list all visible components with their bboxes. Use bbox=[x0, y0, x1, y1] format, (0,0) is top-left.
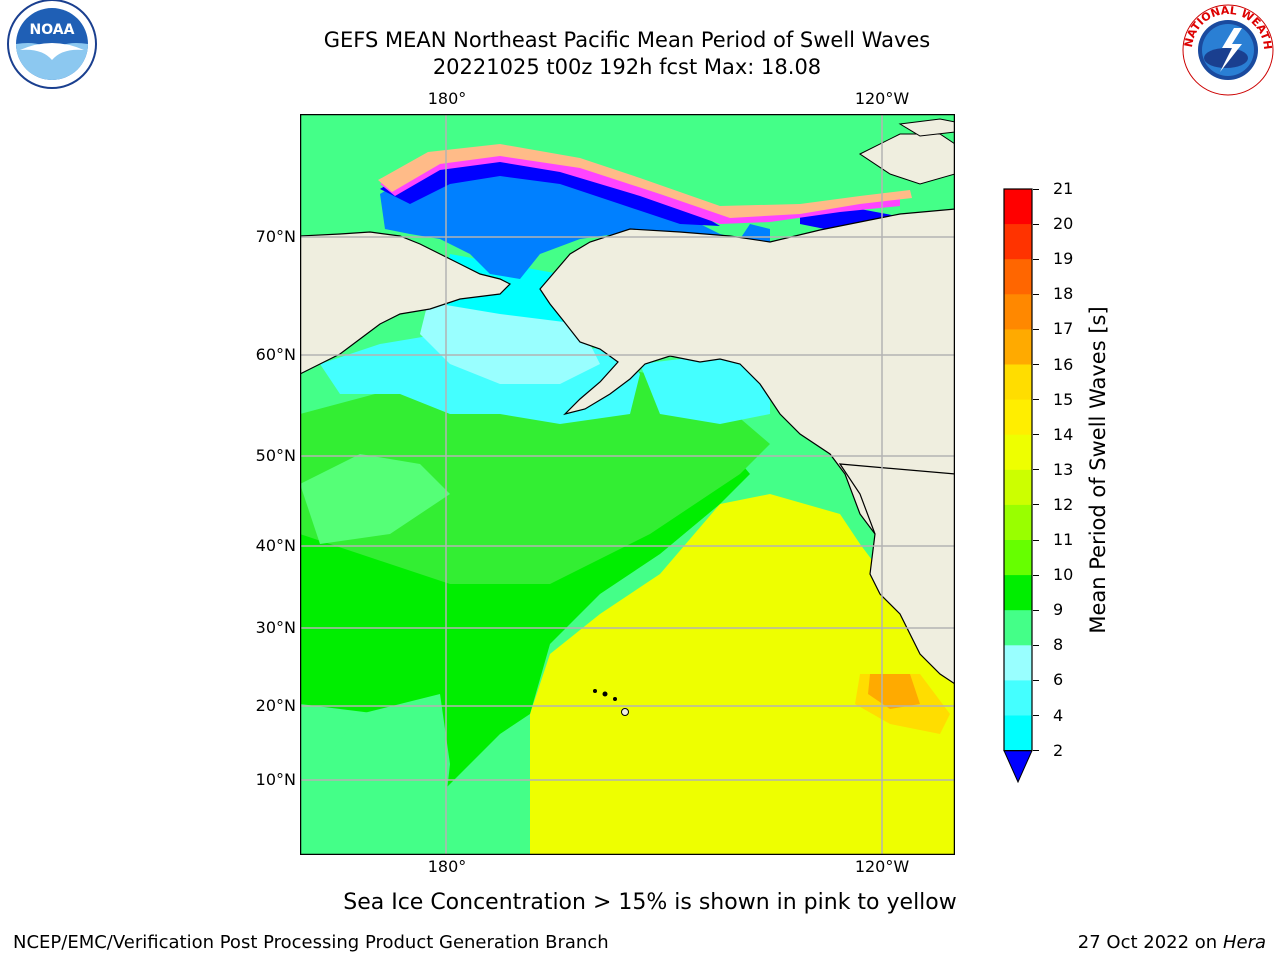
noaa-logo: NOAA bbox=[2, 0, 102, 100]
colorbar-swatch bbox=[1004, 680, 1032, 716]
colorbar-tick-mark bbox=[1033, 399, 1039, 401]
colorbar-tick-mark bbox=[1033, 434, 1039, 436]
colorbar-swatch bbox=[1004, 715, 1032, 752]
colorbar-swatch bbox=[1004, 399, 1032, 436]
colorbar-swatch bbox=[1004, 610, 1032, 646]
colorbar-tick-label: 4 bbox=[1053, 705, 1064, 725]
map-panel bbox=[300, 114, 955, 855]
colorbar-tick-label: 20 bbox=[1053, 214, 1074, 234]
colorbar-tick-label: 14 bbox=[1053, 424, 1074, 444]
chart-title-line2: 20221025 t00z 192h fcst Max: 18.08 bbox=[432, 55, 822, 79]
colorbar-tick-label: 16 bbox=[1053, 354, 1074, 374]
colorbar-tick-label: 10 bbox=[1053, 565, 1074, 585]
footer-host: Hera bbox=[1222, 932, 1266, 953]
colorbar-tick-mark bbox=[1033, 293, 1039, 295]
colorbar-swatch bbox=[1004, 434, 1032, 471]
colorbar-tick-mark bbox=[1033, 644, 1039, 646]
lon-label-bottom-180: 180° bbox=[427, 857, 467, 876]
colorbar-swatch bbox=[1004, 294, 1032, 330]
lat-label-60n: 60°N bbox=[255, 345, 296, 364]
lon-label-top-120w: 120°W bbox=[854, 89, 910, 108]
colorbar-swatch bbox=[1004, 329, 1032, 365]
colorbar-swatch bbox=[1004, 364, 1032, 401]
lon-label-bottom-120w: 120°W bbox=[854, 857, 910, 876]
colorbar-tick-mark bbox=[1033, 574, 1039, 576]
colorbar-tick-label: 11 bbox=[1053, 530, 1074, 549]
colorbar-tick-mark bbox=[1033, 364, 1039, 365]
colorbar-tick-label: 19 bbox=[1053, 249, 1074, 269]
colorbar-tick-mark bbox=[1033, 469, 1039, 471]
lat-label-40n: 40°N bbox=[255, 536, 296, 555]
colorbar-tick-mark bbox=[1033, 258, 1039, 260]
colorbar-tick-mark bbox=[1033, 679, 1039, 681]
colorbar-extend-arrow bbox=[1003, 750, 1033, 783]
colorbar-tick-label: 18 bbox=[1053, 284, 1074, 304]
colorbar bbox=[1003, 188, 1033, 783]
colorbar-swatch bbox=[1004, 224, 1032, 260]
lat-label-20n: 20°N bbox=[255, 696, 296, 715]
colorbar-tick-label: 15 bbox=[1053, 389, 1074, 409]
colorbar-tick-label: 2 bbox=[1053, 740, 1064, 760]
lat-label-50n: 50°N bbox=[255, 446, 296, 465]
lat-label-10n: 10°N bbox=[255, 770, 296, 789]
colorbar-tick-mark bbox=[1033, 188, 1039, 190]
colorbar-swatch bbox=[1004, 645, 1032, 681]
chart-title-line1: GEFS MEAN Northeast Pacific Mean Period … bbox=[323, 28, 931, 52]
sea-ice-note: Sea Ice Concentration > 15% is shown in … bbox=[343, 890, 957, 915]
footer-date: 27 Oct 2022 on Hera bbox=[1078, 932, 1266, 953]
nws-logo: NATIONAL WEATHER SERVICE bbox=[1174, 0, 1278, 98]
colorbar-tick-mark bbox=[1033, 750, 1039, 752]
footer-date-text: 27 Oct 2022 on bbox=[1077, 932, 1218, 953]
colorbar-border bbox=[1003, 188, 1033, 752]
colorbar-tick-label: 13 bbox=[1053, 459, 1074, 479]
colorbar-tick-mark bbox=[1033, 504, 1039, 506]
lon-label-top-180: 180° bbox=[427, 89, 467, 108]
colorbar-tick-label: 12 bbox=[1053, 494, 1074, 514]
colorbar-swatch bbox=[1004, 540, 1032, 576]
lat-label-30n: 30°N bbox=[255, 618, 296, 637]
colorbar-swatch bbox=[1004, 189, 1032, 225]
svg-text:NOAA: NOAA bbox=[30, 22, 75, 38]
colorbar-swatch bbox=[1004, 259, 1032, 295]
footer-credit: NCEP/EMC/Verification Post Processing Pr… bbox=[13, 932, 609, 953]
colorbar-tick-mark bbox=[1033, 609, 1039, 611]
colorbar-tick-mark bbox=[1033, 223, 1039, 225]
colorbar-tick-label: 8 bbox=[1053, 635, 1064, 655]
colorbar-swatch bbox=[1004, 575, 1032, 611]
colorbar-tick-label: 17 bbox=[1053, 319, 1074, 339]
colorbar-tick-mark bbox=[1033, 539, 1039, 541]
lat-label-70n: 70°N bbox=[255, 227, 296, 246]
colorbar-tick-mark bbox=[1033, 328, 1039, 330]
colorbar-swatch bbox=[1004, 469, 1032, 506]
colorbar-tick-mark bbox=[1033, 715, 1039, 716]
colorbar-tick-label: 9 bbox=[1053, 600, 1064, 620]
colorbar-swatch bbox=[1004, 504, 1032, 541]
colorbar-tick-label: 6 bbox=[1053, 670, 1064, 690]
colorbar-tick-label: 21 bbox=[1053, 179, 1074, 198]
